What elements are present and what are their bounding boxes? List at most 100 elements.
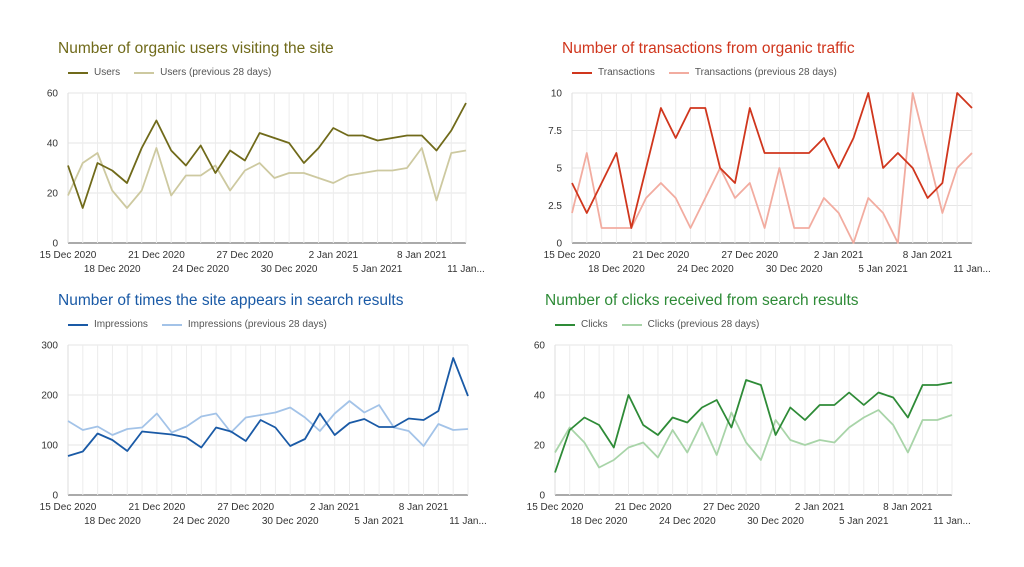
x-tick-label: 5 Jan 2021 — [353, 264, 403, 275]
chart-title: Number of clicks received from search re… — [545, 292, 859, 309]
x-tick-label: 2 Jan 2021 — [814, 250, 864, 261]
legend-label-previous: Clicks (previous 28 days) — [647, 319, 760, 330]
x-tick-label: 8 Jan 2021 — [397, 250, 447, 261]
x-tick-label: 5 Jan 2021 — [354, 516, 404, 527]
x-tick-label: 15 Dec 2020 — [40, 502, 97, 513]
y-tick-label: 60 — [534, 341, 546, 352]
y-tick-label: 60 — [47, 89, 59, 100]
x-tick-label: 18 Dec 2020 — [84, 516, 141, 527]
y-tick-label: 2.5 — [548, 201, 562, 212]
x-tick-label: 30 Dec 2020 — [262, 516, 319, 527]
x-tick-label: 8 Jan 2021 — [903, 250, 953, 261]
chart-plot[interactable]: 0 2.5 5 7.5 10 15 Dec 2020 21 Dec 2020 27 Dec 2… — [544, 40, 1024, 280]
series-line-current — [554, 379, 953, 473]
x-tick-label: 21 Dec 2020 — [129, 502, 186, 513]
x-tick-label: 5 Jan 2021 — [839, 516, 889, 527]
x-tick-label: 24 Dec 2020 — [173, 516, 230, 527]
y-tick-label: 0 — [52, 239, 58, 250]
legend-item-previous[interactable]: Impressions (previous 28 days) — [161, 319, 327, 330]
x-tick-label: 2 Jan 2021 — [309, 250, 359, 261]
x-tick-label: 11 Jan... — [449, 516, 487, 527]
chart-legend: Clicks Clicks (previous 28 days) — [555, 319, 773, 330]
chart-title: Number of times the site appears in sear… — [58, 292, 404, 309]
x-tick-label: 27 Dec 2020 — [721, 250, 778, 261]
y-tick-label: 20 — [534, 441, 546, 452]
x-tick-label: 15 Dec 2020 — [544, 250, 601, 261]
chart-legend: Transactions Transactions (previous 28 d… — [572, 67, 851, 78]
x-tick-label: 24 Dec 2020 — [172, 264, 229, 275]
x-tick-label: 21 Dec 2020 — [128, 250, 185, 261]
legend-swatch-previous — [668, 71, 689, 74]
series-line-previous — [67, 400, 469, 447]
legend-swatch-previous — [161, 323, 182, 326]
x-tick-label: 27 Dec 2020 — [703, 502, 760, 513]
legend-swatch-current — [68, 323, 88, 326]
y-tick-label: 40 — [534, 391, 546, 402]
legend-swatch-previous — [621, 323, 642, 326]
y-tick-label: 0 — [539, 491, 545, 502]
x-tick-label: 18 Dec 2020 — [84, 264, 141, 275]
series-line-current — [571, 92, 973, 229]
legend-item-current[interactable]: Users — [68, 67, 120, 78]
legend-swatch-previous — [134, 71, 155, 74]
legend-item-current[interactable]: Impressions — [68, 319, 148, 330]
x-tick-label: 11 Jan... — [953, 264, 991, 275]
x-tick-label: 24 Dec 2020 — [677, 264, 734, 275]
x-tick-label: 27 Dec 2020 — [217, 502, 274, 513]
chart-plot[interactable]: 0 100 200 300 15 Dec 2020 21 Dec 2020 27 Dec 2… — [40, 292, 528, 532]
chart-panel-users: Number of organic users visiting the sit… — [40, 40, 528, 280]
legend-label-current: Clicks — [581, 319, 608, 330]
y-tick-label: 0 — [52, 491, 58, 502]
x-tick-label: 21 Dec 2020 — [615, 502, 672, 513]
legend-swatch-current — [555, 323, 575, 326]
x-tick-label: 30 Dec 2020 — [261, 264, 318, 275]
x-tick-label: 18 Dec 2020 — [588, 264, 645, 275]
x-tick-label: 2 Jan 2021 — [795, 502, 845, 513]
chart-panel-clicks: Number of clicks received from search re… — [527, 292, 1015, 532]
legend-item-previous[interactable]: Users (previous 28 days) — [134, 67, 271, 78]
x-tick-label: 27 Dec 2020 — [217, 250, 274, 261]
y-tick-label: 10 — [551, 89, 563, 100]
x-tick-label: 8 Jan 2021 — [883, 502, 933, 513]
legend-label-previous: Users (previous 28 days) — [160, 67, 272, 78]
series-line-previous — [571, 92, 973, 244]
chart-title: Number of organic users visiting the sit… — [58, 40, 334, 57]
legend-label-current: Impressions — [94, 319, 148, 330]
legend-item-previous[interactable]: Transactions (previous 28 days) — [668, 67, 837, 78]
series-line-current — [67, 357, 469, 457]
chart-plot[interactable]: 0 20 40 60 15 Dec 2020 21 Dec 2020 27 Dec 2020… — [40, 40, 528, 280]
legend-label-current: Transactions — [598, 67, 655, 78]
legend-item-current[interactable]: Clicks — [555, 319, 608, 330]
y-tick-label: 5 — [556, 164, 562, 175]
x-tick-label: 30 Dec 2020 — [766, 264, 823, 275]
x-tick-label: 5 Jan 2021 — [858, 264, 908, 275]
y-tick-label: 200 — [41, 391, 58, 402]
legend-swatch-current — [572, 71, 592, 74]
x-tick-label: 24 Dec 2020 — [659, 516, 716, 527]
legend-label-previous: Transactions (previous 28 days) — [694, 67, 837, 78]
legend-item-current[interactable]: Transactions — [572, 67, 655, 78]
legend-item-previous[interactable]: Clicks (previous 28 days) — [621, 319, 760, 330]
x-tick-label: 2 Jan 2021 — [310, 502, 360, 513]
series-line-previous — [554, 409, 953, 469]
x-tick-label: 30 Dec 2020 — [747, 516, 804, 527]
legend-label-current: Users — [94, 67, 121, 78]
chart-legend: Impressions Impressions (previous 28 day… — [68, 319, 341, 330]
y-tick-label: 300 — [41, 341, 58, 352]
series-line-previous — [67, 147, 467, 209]
y-tick-label: 0 — [556, 239, 562, 250]
y-tick-label: 7.5 — [548, 126, 562, 137]
series-line-current — [67, 102, 467, 209]
x-tick-label: 21 Dec 2020 — [633, 250, 690, 261]
y-tick-label: 20 — [47, 189, 59, 200]
chart-legend: Users Users (previous 28 days) — [68, 67, 285, 78]
y-tick-label: 100 — [41, 441, 58, 452]
x-tick-label: 15 Dec 2020 — [40, 250, 97, 261]
x-tick-label: 15 Dec 2020 — [527, 502, 584, 513]
chart-plot[interactable]: 0 20 40 60 15 Dec 2020 21 Dec 2020 27 Dec 2020… — [527, 292, 1015, 532]
x-tick-label: 8 Jan 2021 — [399, 502, 449, 513]
x-tick-label: 11 Jan... — [933, 516, 971, 527]
chart-title: Number of transactions from organic traf… — [562, 40, 855, 57]
chart-panel-transactions: Number of transactions from organic traf… — [544, 40, 1024, 280]
y-tick-label: 40 — [47, 139, 59, 150]
